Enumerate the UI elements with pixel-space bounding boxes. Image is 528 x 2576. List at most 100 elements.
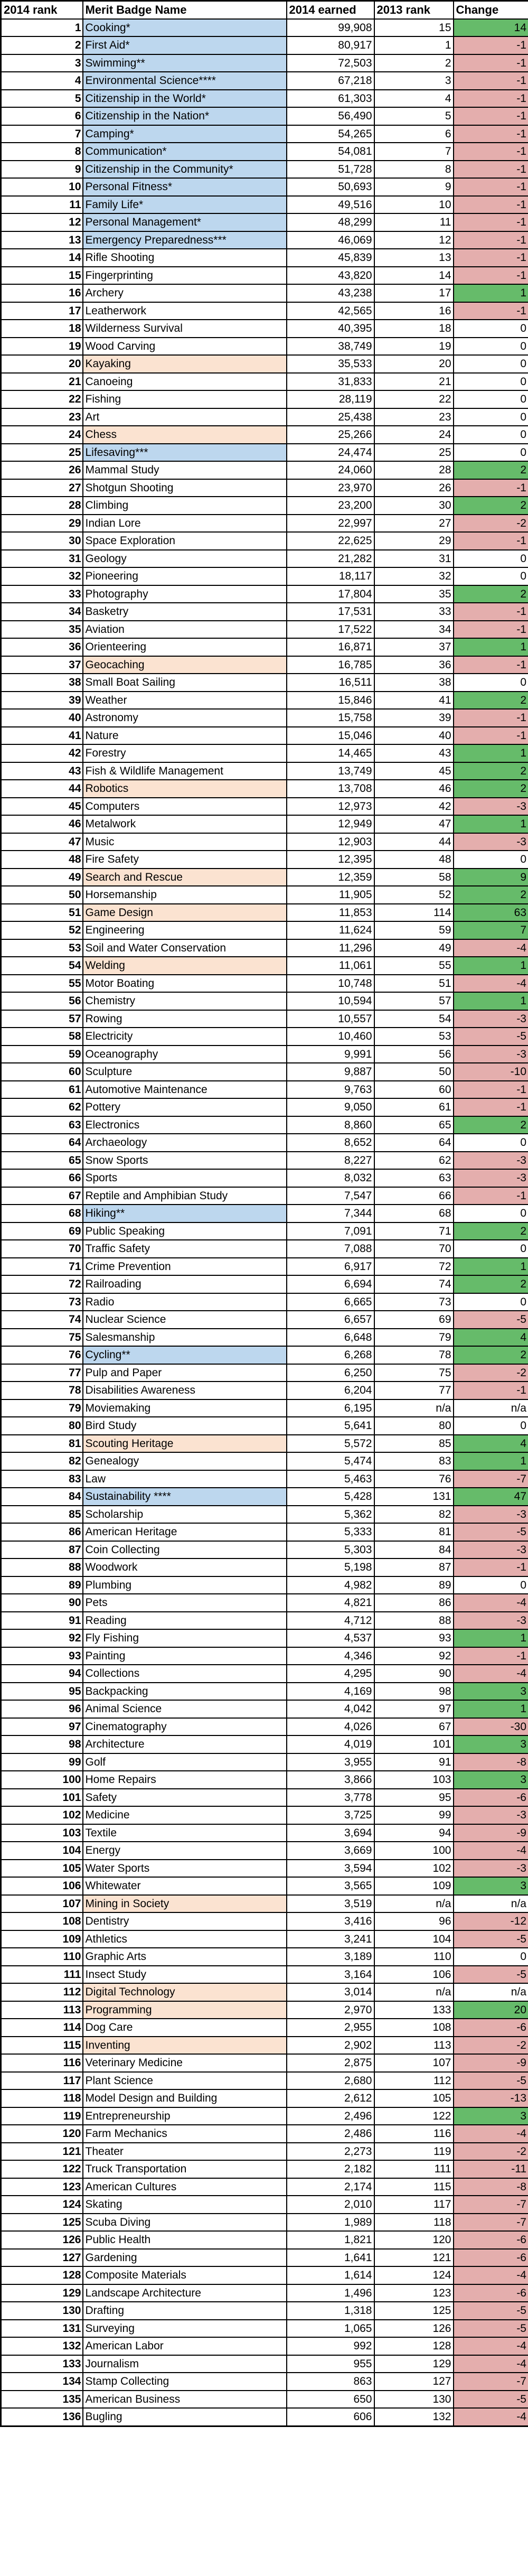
- earned-2014-cell: 5,474: [286, 1452, 375, 1471]
- change-cell: 1: [452, 815, 528, 834]
- earned-2014-cell: 4,821: [286, 1593, 375, 1612]
- badge-name-cell: Engineering: [82, 921, 287, 940]
- rank-2013-cell: n/a: [373, 1894, 454, 1913]
- earned-2014-cell: 54,081: [286, 142, 375, 161]
- change-cell: 1: [452, 956, 528, 975]
- change-cell: -6: [452, 2018, 528, 2037]
- table-row: 115 Inventing 2,902 113 -2: [0, 2036, 528, 2055]
- rank-2013-cell: 46: [373, 779, 454, 798]
- earned-2014-cell: 3,694: [286, 1823, 375, 1842]
- table-row: 107 Mining in Society 3,519 n/a n/a: [0, 1894, 528, 1913]
- change-cell: 7: [452, 921, 528, 940]
- table-row: 7 Camping* 54,265 6 -1: [0, 124, 528, 143]
- earned-2014-cell: 2,875: [286, 2054, 375, 2073]
- rank-2014-cell: 66: [0, 1169, 83, 1188]
- rank-2013-cell: 129: [373, 2354, 454, 2373]
- badge-name-cell: Architecture: [82, 1735, 287, 1754]
- badge-name-cell: Landscape Architecture: [82, 2283, 287, 2302]
- rank-2013-cell: 49: [373, 938, 454, 957]
- badge-name-cell: Motor Boating: [82, 974, 287, 993]
- rank-2013-cell: 65: [373, 1115, 454, 1134]
- table-row: 89 Plumbing 4,982 89 0: [0, 1575, 528, 1594]
- change-cell: -6: [452, 2230, 528, 2250]
- rank-2013-cell: 122: [373, 2106, 454, 2125]
- earned-2014-cell: 38,749: [286, 337, 375, 356]
- change-cell: 0: [452, 390, 528, 409]
- rank-2014-cell: 42: [0, 744, 83, 763]
- change-cell: -10: [452, 1062, 528, 1081]
- rank-2014-cell: 62: [0, 1098, 83, 1117]
- rank-2014-cell: 53: [0, 938, 83, 957]
- change-cell: n/a: [452, 1398, 528, 1417]
- change-cell: -1: [452, 1080, 528, 1099]
- change-cell: 0: [452, 319, 528, 338]
- badge-name-cell: Reptile and Amphibian Study: [82, 1186, 287, 1205]
- earned-2014-cell: 56,490: [286, 107, 375, 126]
- table-row: 15 Fingerprinting 43,820 14 -1: [0, 266, 528, 285]
- earned-2014-cell: 16,785: [286, 655, 375, 674]
- rank-2013-cell: 100: [373, 1841, 454, 1860]
- table-row: 83 Law 5,463 76 -7: [0, 1469, 528, 1488]
- rank-2014-cell: 120: [0, 2124, 83, 2143]
- table-row: 22 Fishing 28,119 22 0: [0, 390, 528, 409]
- rank-2014-cell: 99: [0, 1752, 83, 1771]
- rank-2014-cell: 113: [0, 2000, 83, 2019]
- rank-2014-cell: 19: [0, 337, 83, 356]
- badge-name-cell: Personal Fitness*: [82, 178, 287, 197]
- rank-2014-cell: 136: [0, 2407, 83, 2426]
- earned-2014-cell: 3,955: [286, 1752, 375, 1771]
- rank-2013-cell: 38: [373, 673, 454, 692]
- rank-2014-cell: 81: [0, 1434, 83, 1453]
- rank-2013-cell: 22: [373, 390, 454, 409]
- rank-2014-cell: 14: [0, 248, 83, 267]
- rank-2014-cell: 24: [0, 425, 83, 444]
- table-row: 81 Scouting Heritage 5,572 85 4: [0, 1434, 528, 1453]
- table-row: 28 Climbing 23,200 30 2: [0, 496, 528, 515]
- table-row: 32 Pioneering 18,117 32 0: [0, 567, 528, 586]
- change-cell: 1: [452, 1700, 528, 1719]
- earned-2014-cell: 8,860: [286, 1115, 375, 1134]
- rank-2014-cell: 33: [0, 584, 83, 603]
- rank-2014-cell: 108: [0, 1912, 83, 1931]
- earned-2014-cell: 4,982: [286, 1575, 375, 1594]
- badge-name-cell: Stamp Collecting: [82, 2372, 287, 2391]
- earned-2014-cell: 12,359: [286, 867, 375, 886]
- badge-name-cell: Wood Carving: [82, 337, 287, 356]
- earned-2014-cell: 24,060: [286, 461, 375, 480]
- table-row: 34 Basketry 17,531 33 -1: [0, 602, 528, 621]
- badge-name-cell: Veterinary Medicine: [82, 2054, 287, 2073]
- badge-name-cell: Metalwork: [82, 815, 287, 834]
- badge-name-cell: Pottery: [82, 1098, 287, 1117]
- header-rank-2013: 2013 rank: [373, 0, 454, 20]
- rank-2014-cell: 88: [0, 1558, 83, 1577]
- table-row: 44 Robotics 13,708 46 2: [0, 779, 528, 798]
- rank-2014-cell: 74: [0, 1310, 83, 1329]
- change-cell: -7: [452, 2372, 528, 2391]
- table-row: 73 Radio 6,665 73 0: [0, 1292, 528, 1311]
- earned-2014-cell: 650: [286, 2390, 375, 2409]
- rank-2013-cell: 26: [373, 478, 454, 497]
- earned-2014-cell: 2,955: [286, 2018, 375, 2037]
- table-row: 24 Chess 25,266 24 0: [0, 425, 528, 444]
- rank-2014-cell: 90: [0, 1593, 83, 1612]
- rank-2014-cell: 78: [0, 1381, 83, 1400]
- badge-name-cell: Model Design and Building: [82, 2089, 287, 2108]
- table-row: 43 Fish & Wildlife Management 13,749 45 …: [0, 761, 528, 780]
- badge-name-cell: Communication*: [82, 142, 287, 161]
- table-row: 88 Woodwork 5,198 87 -1: [0, 1558, 528, 1577]
- rank-2013-cell: 106: [373, 1965, 454, 1984]
- table-row: 113 Programming 2,970 133 20: [0, 2000, 528, 2019]
- earned-2014-cell: 4,026: [286, 1717, 375, 1736]
- table-row: 11 Family Life* 49,516 10 -1: [0, 195, 528, 214]
- rank-2014-cell: 111: [0, 1965, 83, 1984]
- earned-2014-cell: 42,565: [286, 301, 375, 320]
- earned-2014-cell: 31,833: [286, 372, 375, 391]
- change-cell: -2: [452, 1363, 528, 1382]
- badge-name-cell: Shotgun Shooting: [82, 478, 287, 497]
- rank-2013-cell: 21: [373, 372, 454, 391]
- badge-name-cell: Fishing: [82, 390, 287, 409]
- rank-2013-cell: 30: [373, 496, 454, 515]
- rank-2014-cell: 96: [0, 1700, 83, 1719]
- table-row: 52 Engineering 11,624 59 7: [0, 921, 528, 940]
- change-cell: -1: [452, 71, 528, 90]
